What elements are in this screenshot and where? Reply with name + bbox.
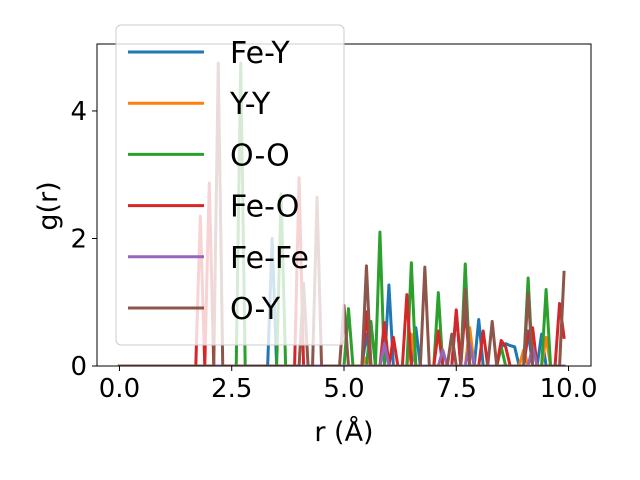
- legend-label-fe-o: Fe-O: [230, 190, 299, 225]
- legend: Fe-Y Y-Y O-O Fe-O Fe-Fe O-Y: [115, 24, 345, 346]
- legend-label-o-y: O-Y: [230, 292, 281, 327]
- legend-label-fe-y: Fe-Y: [230, 36, 290, 71]
- legend-box: [115, 24, 345, 346]
- y-axis: 0 2 4: [70, 97, 97, 382]
- y-tick-label: 4: [70, 97, 87, 127]
- x-tick-label: 7.5: [436, 374, 477, 404]
- x-tick-label: 2.5: [211, 374, 252, 404]
- y-axis-label: g(r): [33, 181, 64, 230]
- x-axis-label: r (Å): [314, 416, 373, 448]
- x-tick-label: 10.0: [540, 374, 598, 404]
- legend-label-fe-fe: Fe-Fe: [230, 241, 309, 276]
- legend-label-o-o: O-O: [230, 138, 290, 173]
- y-tick-label: 2: [70, 224, 87, 254]
- y-tick-label: 0: [70, 352, 87, 382]
- x-tick-label: 5.0: [323, 374, 364, 404]
- x-tick-label: 0.0: [99, 374, 140, 404]
- x-axis: 0.0 2.5 5.0 7.5 10.0: [99, 366, 598, 404]
- legend-label-y-y: Y-Y: [229, 87, 271, 122]
